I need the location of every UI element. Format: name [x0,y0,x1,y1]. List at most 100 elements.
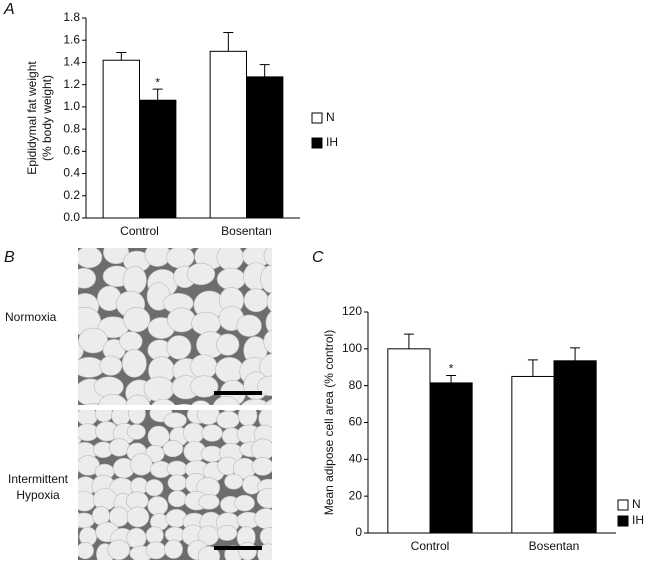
cell [111,410,131,426]
error-bar [403,333,414,349]
cell [78,267,97,289]
cell [215,356,244,383]
cell [78,256,79,266]
legend-swatch [311,137,323,149]
error-bar [446,375,457,383]
cell [145,541,167,560]
cell [216,267,246,291]
cell [151,398,176,405]
cell [216,248,244,271]
cell [191,311,221,336]
cell [86,248,96,249]
y-tick-label: 0 [355,525,362,539]
cell [49,351,74,376]
cell [78,327,108,354]
micrograph-label: Normoxia [5,310,57,324]
bar [139,99,177,219]
bar [553,360,597,534]
cell [196,410,220,425]
cell [93,376,124,398]
cell [78,534,79,540]
error-bar [527,359,538,377]
annotation: * [155,75,160,89]
cell [216,410,240,429]
micrograph [78,410,272,560]
cell [241,398,270,405]
cell [47,229,72,250]
y-tick-label: 1.6 [63,32,80,46]
cell [179,248,194,251]
cell [126,423,146,440]
y-tick-label: 20 [349,488,363,502]
bar [429,382,473,534]
y-tick-label: 0.4 [63,166,80,180]
cell [243,288,269,313]
cell [266,291,272,313]
cell [263,329,272,354]
cell [234,494,255,512]
cell [237,410,258,427]
legend-label: N [632,497,641,511]
cell [216,524,238,541]
cell [166,460,188,477]
cell [202,248,217,250]
cell [265,310,272,335]
y-axis-label: Mean adipose cell area (% control) [322,330,336,515]
legend-swatch [617,499,629,511]
cell [264,398,272,405]
cell [166,248,195,269]
cell [190,375,219,398]
cell [201,424,223,442]
cell [55,405,79,426]
cell [254,508,272,529]
cell [164,539,183,559]
cell [162,440,184,458]
legend-label: IH [326,135,338,149]
cell [78,491,96,512]
cell [191,400,211,405]
panel-label: C [312,249,324,266]
cell [167,474,188,492]
error-bar [570,347,581,361]
error-bar [223,31,234,52]
cell [78,410,98,426]
cell [78,248,103,269]
x-tick-label: Bosentan [221,224,272,238]
cell [78,313,83,330]
cell [236,314,262,337]
micrograph [47,229,272,426]
micrograph-label: Hypoxia [16,488,60,502]
y-tick-label: 0.8 [63,121,80,135]
cell [123,307,151,333]
cell [167,307,196,333]
legend-swatch [617,515,629,527]
cell [126,506,150,528]
x-tick-label: Bosentan [529,539,580,553]
cell [256,487,272,509]
cell [260,264,272,294]
cell [125,394,151,405]
cell [163,412,187,429]
error-bar [116,51,127,61]
cell [108,438,130,457]
y-tick-label: 1.8 [63,10,80,24]
cell [177,403,191,405]
cell [78,410,80,420]
scale-bar [214,546,262,550]
cell [145,526,164,545]
cell [98,394,129,405]
error-bar [259,64,270,77]
bar [387,348,431,534]
cell [55,292,77,320]
cell [145,479,164,497]
cell [186,262,216,286]
cell [224,473,244,490]
y-tick-label: 0.2 [63,188,80,202]
cell [143,376,175,402]
cell [212,396,240,405]
y-tick-label: 0.0 [63,210,80,224]
cell [103,248,130,265]
scale-bar [214,391,262,395]
cell [78,546,80,557]
